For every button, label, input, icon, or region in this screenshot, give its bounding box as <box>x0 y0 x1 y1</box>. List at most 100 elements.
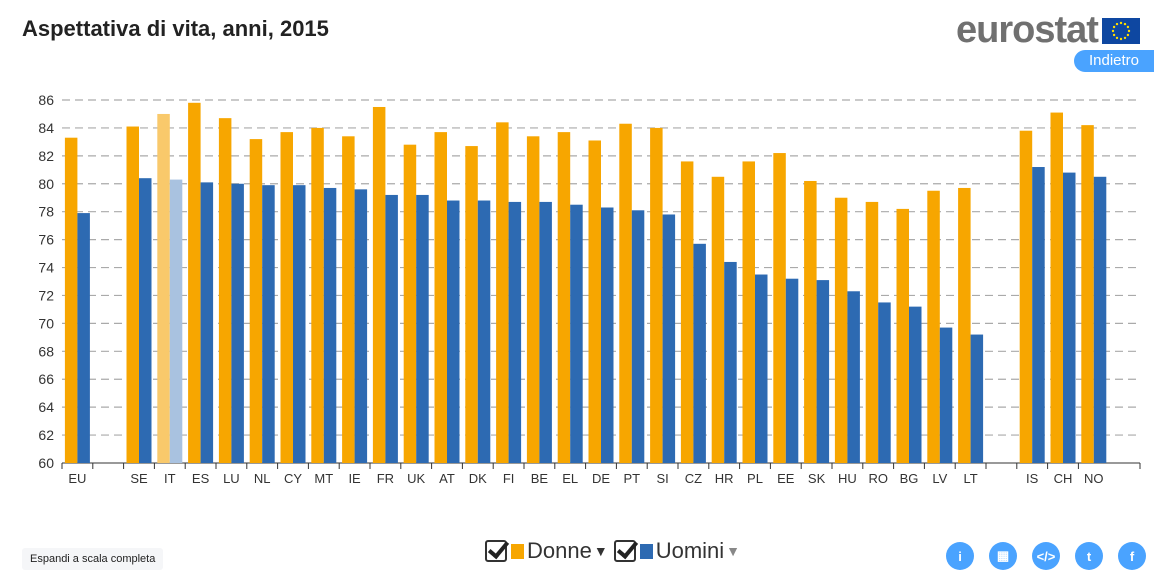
bar-women-SI[interactable] <box>650 127 663 463</box>
checkbox-men[interactable] <box>613 540 636 562</box>
bar-men-HU[interactable] <box>847 291 860 463</box>
bar-men-PT[interactable] <box>631 210 645 463</box>
x-tick-label: CY <box>284 471 302 486</box>
bar-women-NL[interactable] <box>249 139 263 464</box>
info-icon[interactable]: i <box>946 542 974 570</box>
bar-men-DK[interactable] <box>477 200 491 463</box>
bar-women-EU[interactable] <box>64 137 78 463</box>
bar-women-RO[interactable] <box>865 201 879 463</box>
legend-label-women[interactable]: Donne <box>527 538 592 563</box>
bar-men-EL[interactable] <box>570 204 583 463</box>
facebook-icon[interactable]: f <box>1118 542 1146 570</box>
x-tick-label: FR <box>377 471 394 486</box>
bar-women-IT[interactable] <box>157 113 170 463</box>
bar-men-ES[interactable] <box>200 182 214 463</box>
embed-icon[interactable]: </> <box>1032 542 1060 570</box>
bar-men-NO[interactable] <box>1093 176 1107 464</box>
caret-down-icon[interactable]: ▼ <box>593 543 608 559</box>
bar-men-MT[interactable] <box>323 187 337 463</box>
x-tick-label: RO <box>868 471 888 486</box>
bar-men-RO[interactable] <box>878 302 891 463</box>
bar-men-CY[interactable] <box>293 185 306 463</box>
table-icon[interactable]: ▦ <box>989 542 1017 570</box>
x-tick-label: LU <box>223 471 240 486</box>
bar-women-HR[interactable] <box>711 176 725 464</box>
bar-women-UK[interactable] <box>403 144 417 463</box>
bar-women-EE[interactable] <box>773 153 786 464</box>
bar-women-LT[interactable] <box>958 187 971 463</box>
bar-men-DE[interactable] <box>601 207 614 463</box>
legend-label-men[interactable]: Uomini <box>655 538 725 563</box>
bar-women-LU[interactable] <box>218 118 232 464</box>
bar-women-CH[interactable] <box>1050 112 1064 464</box>
bar-men-LV[interactable] <box>939 327 953 463</box>
x-tick-label: SK <box>808 471 826 486</box>
bar-men-CH[interactable] <box>1063 172 1076 463</box>
bar-women-SK[interactable] <box>804 180 817 463</box>
bar-men-IT[interactable] <box>169 179 183 464</box>
bar-women-AT[interactable] <box>434 132 448 463</box>
bar-women-IE[interactable] <box>342 136 355 464</box>
twitter-icon[interactable]: t <box>1075 542 1103 570</box>
bar-men-CZ[interactable] <box>693 243 706 463</box>
y-tick-label: 74 <box>38 260 54 276</box>
bar-men-LU[interactable] <box>231 183 244 463</box>
back-button[interactable]: Indietro <box>1074 50 1154 72</box>
bar-women-FI[interactable] <box>496 122 509 463</box>
bar-women-DE[interactable] <box>588 140 602 463</box>
caret-down-icon[interactable]: ▼ <box>726 543 741 559</box>
bar-men-PL[interactable] <box>755 274 768 463</box>
bar-women-DK[interactable] <box>465 146 478 464</box>
expand-scale-button[interactable]: Espandi a scala completa <box>22 548 164 570</box>
bar-women-PL[interactable] <box>742 161 756 463</box>
bar-women-HU[interactable] <box>834 197 848 463</box>
bar-men-EE[interactable] <box>785 278 799 463</box>
bar-women-LV[interactable] <box>927 190 940 463</box>
y-tick-label: 80 <box>38 176 54 192</box>
checkbox-women[interactable] <box>485 540 507 562</box>
y-tick-label: 72 <box>38 287 54 303</box>
x-tick-label: CH <box>1054 471 1073 486</box>
bar-women-ES[interactable] <box>188 102 201 464</box>
x-tick-label: NO <box>1084 471 1104 486</box>
bar-men-BG[interactable] <box>909 306 922 463</box>
bar-women-IS[interactable] <box>1019 130 1033 463</box>
x-tick-label: SI <box>656 471 668 486</box>
bar-men-SI[interactable] <box>662 214 676 463</box>
x-tick-label: SE <box>130 471 148 486</box>
bar-women-FR[interactable] <box>372 106 386 463</box>
bar-women-NO[interactable] <box>1081 125 1094 463</box>
bar-women-PT[interactable] <box>619 123 632 463</box>
bar-men-FI[interactable] <box>508 201 522 463</box>
bar-men-BE[interactable] <box>539 201 552 463</box>
bar-men-SK[interactable] <box>816 280 830 463</box>
x-tick-label: IT <box>164 471 176 486</box>
bar-men-IS[interactable] <box>1032 167 1045 463</box>
bar-women-MT[interactable] <box>311 127 324 463</box>
bar-men-SE[interactable] <box>139 178 152 463</box>
bar-men-NL[interactable] <box>262 185 275 463</box>
bar-men-LT[interactable] <box>970 334 984 463</box>
bar-women-CZ[interactable] <box>680 161 694 463</box>
bar-men-EU[interactable] <box>77 213 90 463</box>
bar-women-BE[interactable] <box>526 136 540 464</box>
bar-men-FR[interactable] <box>385 194 398 463</box>
legend-swatch-women <box>511 543 524 559</box>
bar-women-CY[interactable] <box>280 132 294 463</box>
x-tick-label: CZ <box>685 471 702 486</box>
bar-men-AT[interactable] <box>447 200 460 463</box>
bar-men-UK[interactable] <box>416 194 429 463</box>
bar-men-HR[interactable] <box>724 261 737 463</box>
bar-women-SE[interactable] <box>126 126 140 464</box>
y-tick-label: 70 <box>38 315 54 331</box>
x-tick-label: LV <box>932 471 947 486</box>
x-tick-label: EL <box>562 471 578 486</box>
y-tick-label: 84 <box>38 120 54 136</box>
x-tick-label: HU <box>838 471 857 486</box>
share-icons: i ▦ </> t f <box>946 542 1146 570</box>
x-tick-label: ES <box>192 471 210 486</box>
bar-men-IE[interactable] <box>354 189 368 463</box>
y-tick-label: 62 <box>38 427 54 443</box>
bar-women-EL[interactable] <box>557 132 571 463</box>
bar-women-BG[interactable] <box>896 208 910 463</box>
